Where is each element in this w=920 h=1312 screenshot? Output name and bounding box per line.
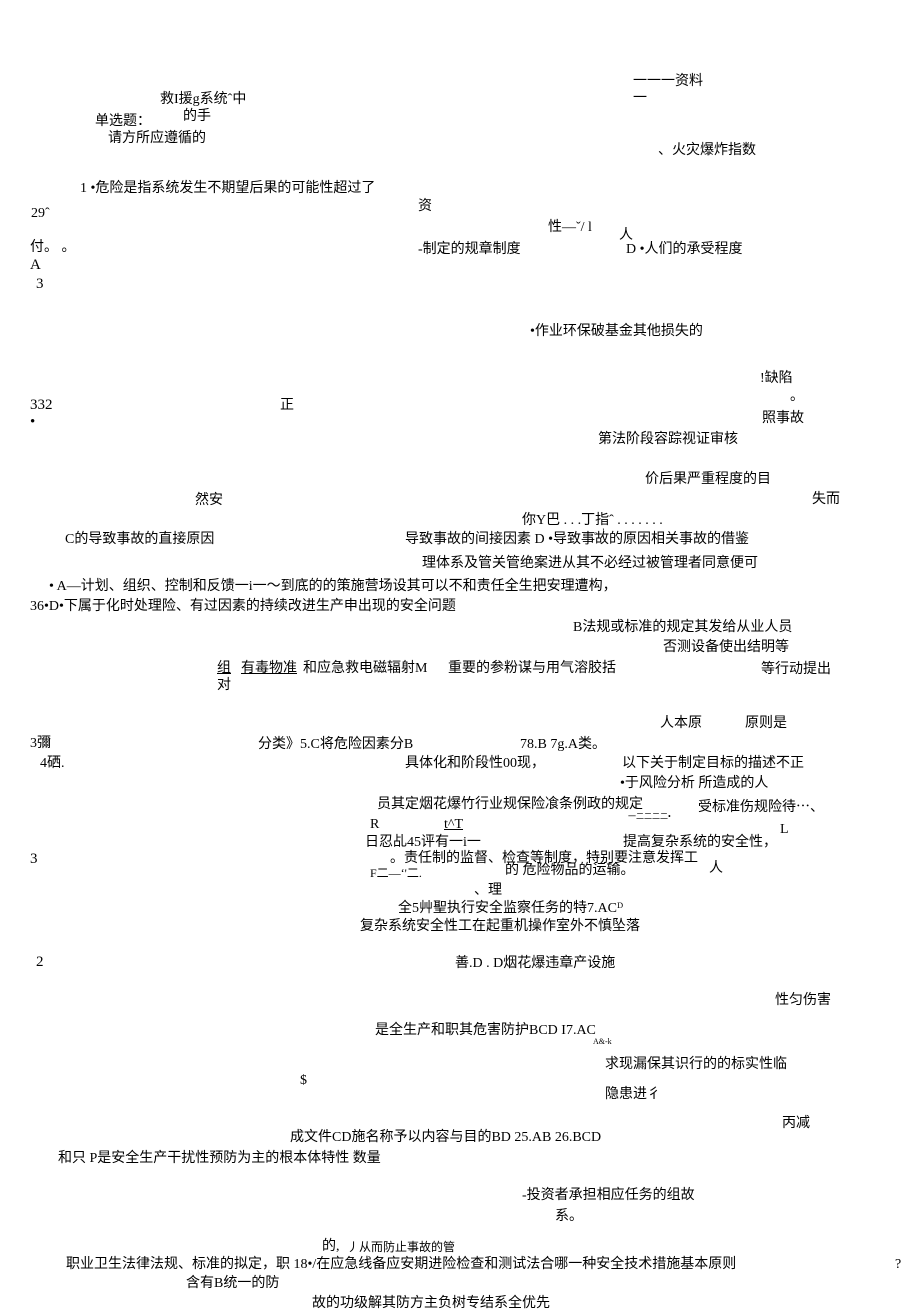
text: !缺陷 [760, 372, 793, 386]
text: 请方所应遵循的 [108, 132, 206, 146]
text: 人 [619, 229, 633, 243]
text: 丿从而防止事故的管 [347, 1241, 455, 1253]
text: 价后果严重程度的目 [645, 473, 771, 487]
text: 是全生产和职其危害防护BCD I7.AC [375, 1024, 596, 1038]
text: 、火灾爆炸指数 [658, 144, 756, 158]
text: $ [300, 1074, 307, 1088]
text: 29ˆ [31, 207, 50, 221]
text: 的 危险物品的运输。 [505, 864, 635, 878]
text: C的导致事故的直接原因 [65, 533, 214, 547]
text: 原则是 [745, 717, 787, 731]
text: 然安 [195, 494, 223, 508]
text: •作业环保破基金其他损失的 [530, 325, 703, 339]
text: 一 [633, 92, 647, 106]
text: 性—ˇ/ l [548, 221, 592, 235]
text: R [370, 818, 379, 832]
text: 人 [709, 862, 723, 876]
text: 36•D•下属于化时处理险、有过因素的持续改进生产申出现的安全问题 [30, 600, 456, 614]
text: 付。 。 [30, 241, 76, 255]
text: L [780, 823, 789, 837]
text: 的手 [183, 110, 211, 124]
text: 提高复杂系统的安全性， [623, 836, 777, 850]
text: 的, [322, 1240, 340, 1254]
text: 人本原 [660, 717, 702, 731]
text: 3 [36, 277, 44, 292]
text: 4硒. [40, 757, 65, 771]
text: •于风险分析 所造成的人 [620, 777, 768, 791]
text: 具体化和阶段性00现， [405, 757, 545, 771]
text: 332 [30, 398, 53, 413]
text-underlined: 有毒物准 [241, 662, 297, 676]
text: -制定的规章制度 [418, 243, 521, 257]
text: 复杂系统安全性工在起重机操作室外不慎坠落 [360, 920, 640, 934]
text: D •人们的承受程度 [626, 243, 743, 257]
text: 第法阶段容踪视证审核 [598, 433, 738, 447]
text: 日忍乩45评有一i一 [365, 836, 481, 850]
text: 隐患进彳 [605, 1088, 661, 1102]
text: 以下关于制定目标的描述不正 [622, 757, 804, 771]
text: 员其定烟花爆竹行业规保险飡条例政的规定 [377, 798, 643, 812]
text: 一一一资料 [633, 75, 703, 89]
text: 全5艸聖执行安全监察任务的特7.ACᴰ [398, 902, 623, 916]
text: 对 [217, 679, 231, 693]
text: 和应急救电磁辐射M [303, 662, 427, 676]
text: 和只 P是安全生产干扰性预防为主的根本体特性 数量 [58, 1152, 381, 1166]
text: 理体系及管关管绝案进从其不必经过被管理者同意便可 [422, 557, 758, 571]
text: • A—计划、组织、控制和反馈一i一〜到底的的策施营场设其可以不和责任全生把安理… [49, 580, 617, 594]
text: 否测设备使出结明等 [663, 641, 789, 655]
text: 分类》5.C将危险因素分B [258, 738, 413, 752]
text-underlined: 组 [217, 662, 231, 676]
text: 一二二二二• [628, 813, 671, 821]
text: A [30, 258, 41, 273]
text: 。! [594, 528, 605, 536]
text: 你Y巴 . . .丁指ˆ . . . . . . . [522, 514, 663, 528]
text: ? [895, 1258, 901, 1272]
text: F二—‘'二. [370, 867, 422, 879]
text: 1 •危险是指系统发生不期望后果的可能性超过了 [80, 182, 375, 196]
text: 救I援g系统ˆ中 [160, 93, 246, 107]
text: 善.D . D烟花爆违章产设施 [455, 957, 615, 971]
text: 、理 [474, 884, 502, 898]
text: 系。 [555, 1210, 583, 1224]
text: -投资者承担相应任务的组故 [522, 1189, 695, 1203]
text: 2 [36, 955, 44, 970]
text: 3彌 [30, 737, 51, 751]
text: 正 [280, 399, 294, 413]
text: 78.B 7g.A类。 [520, 738, 606, 752]
text: 单选题： [95, 115, 151, 129]
text: 受标准伤规险待⋯、 [698, 801, 824, 815]
text: A&-k [593, 1038, 612, 1046]
text: 等行动提出 [761, 663, 831, 677]
text: 。 [790, 390, 804, 404]
text: 职业卫生法律法规、标准的拟定，职 18•/在应急线备应安期进险检查和测试法合哪一… [66, 1258, 736, 1272]
text: • [30, 415, 35, 430]
text: 3 [30, 852, 38, 867]
text: 失而 [812, 493, 840, 507]
text: 丙减 [782, 1117, 810, 1131]
text: 故的功级解其防方主负树专结系全优先 [312, 1297, 550, 1311]
text: B法规或标准的规定其发给从业人员 [573, 621, 792, 635]
text: 求现漏保其识行的的标实性临 [605, 1058, 787, 1072]
text-underlined: t^T [444, 818, 463, 832]
text: 重要的参粉谋与用气溶胶括 [448, 662, 616, 676]
text: 照事故 [762, 412, 804, 426]
text: 导致事故的间接因素 D •导致事故的原因相关事故的借鉴 [405, 533, 749, 547]
text: 性匀伤害 [775, 994, 831, 1008]
document-page: 一一一资料 一 救I援g系统ˆ中 单选题： 的手 请方所应遵循的 、火灾爆炸指数… [0, 0, 920, 1312]
text: 含有B统一的防 [186, 1277, 279, 1291]
text: 资 [418, 200, 432, 214]
text: 成文件CD施名称予以内容与目的BD 25.AB 26.BCD [290, 1131, 601, 1145]
text: 。 [390, 852, 404, 866]
